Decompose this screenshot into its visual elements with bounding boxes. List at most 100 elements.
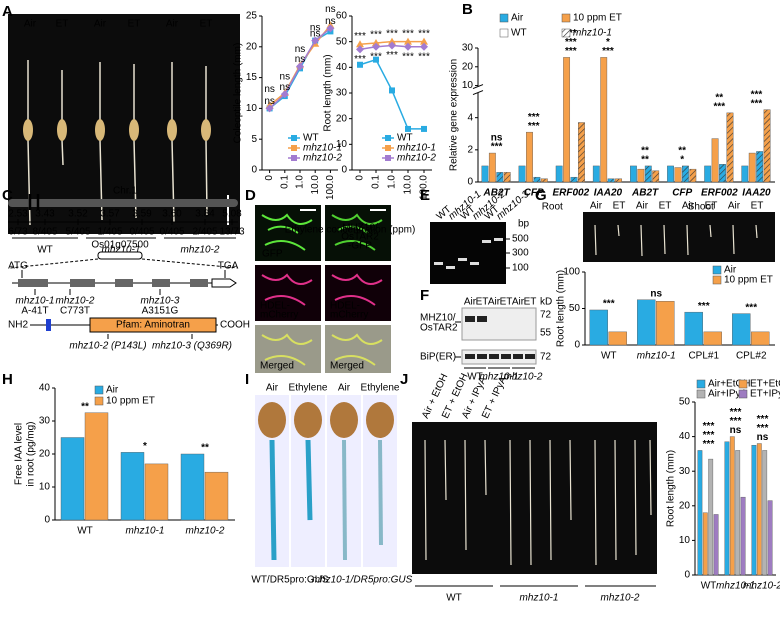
y-axis-label: Root length (mm) xyxy=(666,450,677,527)
y-tick-label: 100 xyxy=(563,267,580,278)
point-label: ns xyxy=(264,84,275,95)
y-tick-label: 0 xyxy=(44,515,50,526)
bar xyxy=(741,165,749,183)
gene-box xyxy=(97,251,143,260)
panel-letter: G xyxy=(535,187,547,204)
marker xyxy=(420,42,428,51)
bar xyxy=(637,299,656,346)
marker-label: 300 xyxy=(512,248,529,259)
genotype-label: mhz10-1 xyxy=(480,372,519,383)
genotype-label: mhz10-1 xyxy=(102,245,141,256)
bar xyxy=(711,138,719,183)
y-tick-label: 50 xyxy=(569,303,581,314)
treatment-label: Air xyxy=(94,19,107,30)
x-tick-label: 1.0 xyxy=(295,175,306,189)
bar xyxy=(704,165,712,183)
marker xyxy=(404,37,412,45)
bar xyxy=(608,331,627,346)
y-tick-label: 60 xyxy=(336,11,348,22)
marker xyxy=(326,24,335,33)
legend-label: ET+IPyA xyxy=(750,389,780,400)
point-label: ns xyxy=(295,54,306,65)
significance-label: ns xyxy=(757,432,769,443)
legend-swatch xyxy=(738,389,748,399)
x-tick-label: IAA20 xyxy=(742,188,771,199)
photo-g xyxy=(583,212,775,262)
y-tick-label: 15 xyxy=(246,72,258,83)
significance-label: *** xyxy=(565,28,577,39)
bar xyxy=(719,164,726,183)
treatment-label: ET xyxy=(751,201,764,212)
significance-label: ** xyxy=(678,146,686,157)
panel-letter: C xyxy=(2,187,13,204)
x-tick-label: 10.0 xyxy=(403,175,414,195)
significance-label: *** xyxy=(602,46,614,57)
y-tick-label: 25 xyxy=(246,11,258,22)
significance-label: ns xyxy=(491,133,503,144)
point-label: ns xyxy=(310,22,321,33)
legend-marker xyxy=(385,145,391,151)
y-tick-label: 30 xyxy=(336,88,348,99)
x-tick-label: 100.0 xyxy=(325,175,336,200)
y-axis-label: Root length (mm) xyxy=(556,270,567,347)
bar xyxy=(762,450,768,576)
bar xyxy=(708,458,714,576)
legend-marker xyxy=(291,145,297,151)
treatment-label: ET xyxy=(613,201,626,212)
bar xyxy=(600,57,608,183)
x-tick-label: ERF002 xyxy=(701,188,738,199)
significance-label: *** xyxy=(703,421,715,432)
legend-label: mhz10-1 xyxy=(573,28,612,39)
bar xyxy=(496,172,504,183)
x-tick-label: WT xyxy=(601,351,617,362)
treatment-label: ET xyxy=(56,19,69,30)
bar xyxy=(503,172,511,183)
legend-marker xyxy=(291,155,297,161)
genotype-label: mhz10-2 xyxy=(181,245,220,256)
bar xyxy=(481,165,489,183)
bar xyxy=(120,452,145,521)
significance-label: ns xyxy=(730,425,742,436)
treatment-label: Ethylene xyxy=(289,383,328,394)
panel-letter: A xyxy=(2,3,13,20)
y-tick-label: 10 xyxy=(246,103,258,114)
bar xyxy=(703,331,722,346)
significance-label: *** xyxy=(528,121,540,132)
image-label: GFP xyxy=(262,249,283,260)
recombinant-label: 8/405 xyxy=(32,227,57,238)
gel xyxy=(430,222,506,284)
legend-swatch xyxy=(696,389,706,399)
bar xyxy=(724,441,730,576)
allele-label: mhz10-1 xyxy=(16,296,55,307)
legend-label: ET+EtOH xyxy=(750,379,780,390)
recombinant-label: 13/73 xyxy=(219,227,244,238)
point-label: *** xyxy=(354,54,366,65)
marker xyxy=(404,42,412,51)
y-axis-label: in root (pg/mg) xyxy=(26,421,37,486)
marker xyxy=(356,45,364,54)
point-label: ns xyxy=(280,82,291,93)
x-tick-label: 0 xyxy=(264,175,275,181)
marker-label: 500 xyxy=(512,234,529,245)
significance-label: *** xyxy=(713,101,725,112)
image-label: MHZ10/ xyxy=(342,223,378,234)
bar xyxy=(540,178,548,183)
position-label: 3.59 xyxy=(132,209,152,220)
chromosome-bar xyxy=(8,199,238,207)
significance-label: * xyxy=(606,37,610,48)
image-label: OsTAR2 xyxy=(341,232,379,243)
bar xyxy=(702,512,708,576)
bar xyxy=(756,443,762,576)
recombinant-label: 0/405 xyxy=(129,227,154,238)
y-tick-label: 50 xyxy=(336,36,348,47)
blot-arrows xyxy=(455,321,461,358)
bar xyxy=(697,450,703,576)
x-tick-label: mhz10-1 xyxy=(716,581,755,592)
marker-label: 55 xyxy=(540,328,552,339)
zoom-lines xyxy=(9,258,239,269)
gene-structure xyxy=(12,270,237,295)
marker xyxy=(373,56,379,63)
y-tick-label: 40 xyxy=(336,62,348,73)
significance-label: *** xyxy=(703,430,715,441)
treatment-label: ET xyxy=(659,201,672,212)
